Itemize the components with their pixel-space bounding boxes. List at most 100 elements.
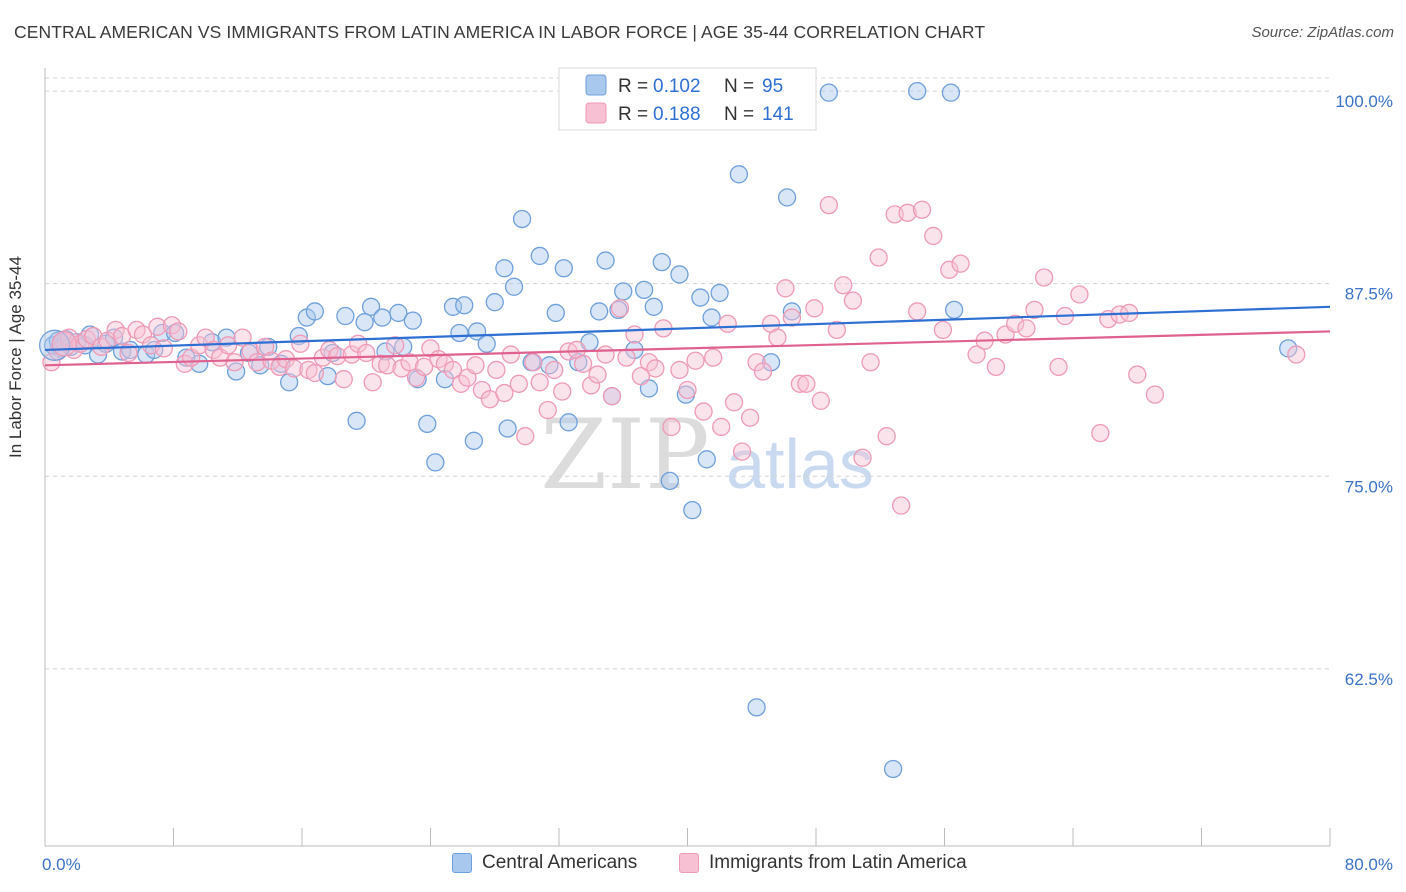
watermark: ZIP atlas [540,399,874,511]
point-central-americans [546,303,565,323]
point-immigrants-latin-america [545,360,564,380]
legend-swatch [585,102,607,124]
point-central-americans [485,293,504,312]
point-central-americans [450,323,469,343]
point-immigrants-latin-america [678,380,697,400]
legend-swatch [585,74,607,96]
point-immigrants-latin-america [631,366,651,386]
point-immigrants-latin-america [704,348,723,367]
point-central-americans [464,431,484,450]
point-immigrants-latin-america [602,386,622,406]
point-central-americans [403,311,422,330]
legend-item-immigrants-latin-america[interactable]: Immigrants from Latin America [679,852,967,874]
point-immigrants-latin-america [495,383,514,403]
point-central-americans [504,277,524,296]
point-central-americans [691,288,710,307]
source-credit: Source: ZipAtlas.com [1251,24,1394,41]
point-central-americans [251,356,270,375]
point-central-americans [670,265,689,284]
point-immigrants-latin-america [1025,300,1044,320]
legend-r-label: R = [618,76,648,97]
point-immigrants-latin-america [805,299,824,318]
point-immigrants-latin-america [581,376,601,395]
point-immigrants-latin-america [154,339,174,358]
point-immigrants-latin-america [501,345,520,364]
point-immigrants-latin-america [646,359,665,378]
point-immigrants-latin-america [218,336,238,355]
point-immigrants-latin-america [466,356,485,375]
point-immigrants-latin-america [596,345,615,364]
point-central-americans [747,698,766,717]
point-central-americans [782,302,802,321]
point-central-americans [559,413,578,432]
legend-swatch-blue [452,853,472,873]
point-central-americans [279,373,299,392]
point-immigrants-latin-america [662,417,681,437]
legend-label-immigrants-latin-america: Immigrants from Latin America [709,852,967,873]
point-immigrants-latin-america [724,393,744,412]
point-immigrants-latin-america [233,328,252,347]
point-immigrants-latin-america [776,279,795,298]
point-immigrants-latin-america [732,442,752,461]
point-central-americans [644,297,663,316]
point-immigrants-latin-america [553,382,572,401]
axes [44,68,1331,847]
watermark-atlas: atlas [726,425,874,503]
point-central-americans [944,300,964,320]
legend-r-label: R = [618,104,648,125]
point-immigrants-latin-america [588,365,607,384]
point-immigrants-latin-america [782,308,802,327]
point-immigrants-latin-america [861,353,880,372]
x-tick-label: 0.0% [42,855,81,874]
point-central-americans [373,308,392,327]
point-immigrants-latin-america [686,351,705,370]
point-immigrants-latin-america [291,334,310,353]
point-immigrants-latin-america [753,362,773,381]
point-central-americans [941,83,961,102]
point-immigrants-latin-america [225,353,244,372]
legend-item-central-americans[interactable]: Central Americans [452,852,637,874]
point-central-americans [590,302,609,321]
y-tick-label: 87.5% [1345,285,1393,304]
point-immigrants-latin-america [530,373,549,392]
point-immigrants-latin-america [740,408,760,427]
point-immigrants-latin-america [747,353,766,372]
point-immigrants-latin-america [694,402,713,421]
legend-label-central-americans: Central Americans [482,852,638,873]
point-immigrants-latin-america [1145,385,1165,404]
point-central-americans [702,308,721,327]
data-points [38,81,1306,779]
point-immigrants-latin-america [1034,268,1054,287]
point-immigrants-latin-america [516,427,535,446]
point-immigrants-latin-america [811,391,830,410]
y-tick-label: 62.5% [1345,670,1393,689]
trend-line-immigrants-latin-america [44,330,1331,367]
legend-r-value: 0.188 [653,104,701,125]
legend-n-value: 141 [762,104,794,125]
point-immigrants-latin-america [967,345,986,364]
point-immigrants-latin-america [718,314,737,333]
point-immigrants-latin-america [1091,423,1110,443]
point-immigrants-latin-america [869,248,888,267]
point-immigrants-latin-america [487,360,506,380]
legend-n-label: N = [724,104,754,125]
point-central-americans-large [38,329,71,361]
point-immigrants-latin-america [509,374,528,393]
point-immigrants-latin-america [625,325,644,344]
point-central-americans [908,81,927,101]
point-central-americans [596,251,615,270]
point-immigrants-latin-america [284,359,304,378]
point-immigrants-latin-america [797,374,816,393]
point-central-americans [634,280,654,299]
point-immigrants-latin-america [334,370,353,389]
point-central-americans [883,759,903,779]
point-immigrants-latin-america [414,357,434,377]
point-immigrants-latin-america [363,373,382,392]
point-central-americans [355,313,374,332]
point-immigrants-latin-america [1006,314,1025,333]
legend-n-value: 95 [762,76,783,97]
point-immigrants-latin-america [169,322,188,341]
point-immigrants-latin-america [933,320,953,340]
x-tick-labels: 0.0% 80.0% [42,855,1393,874]
point-immigrants-latin-america [328,346,347,366]
